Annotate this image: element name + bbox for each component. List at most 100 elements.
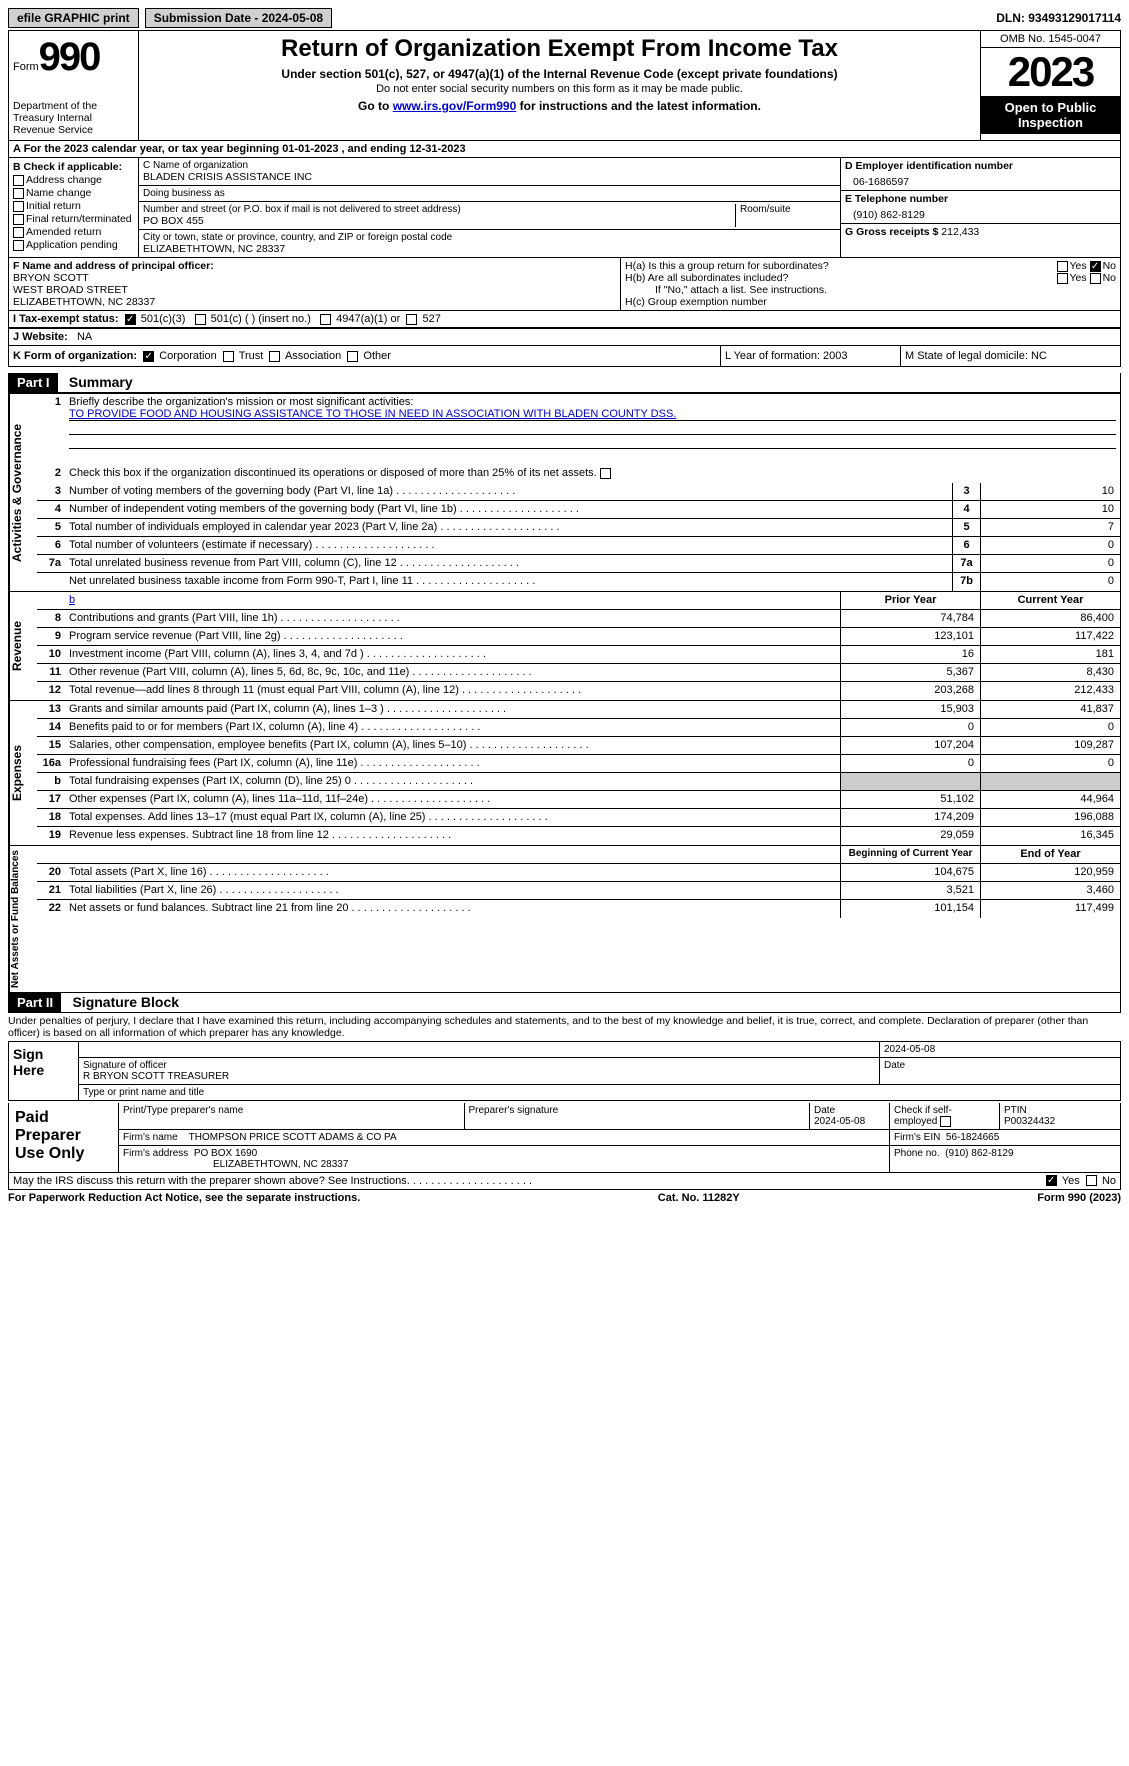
part1-title: Summary [61, 374, 133, 390]
cb-corp[interactable] [143, 351, 154, 362]
part2-header: Part II [9, 993, 61, 1012]
cb-4947[interactable] [320, 314, 331, 325]
cb-self-employed[interactable] [940, 1116, 951, 1127]
city-value: ELIZABETHTOWN, NC 28337 [143, 243, 836, 255]
ha-no: No [1103, 260, 1116, 272]
form-word: Form [13, 61, 39, 73]
row-j-label: J Website: [13, 331, 68, 343]
footer-left: For Paperwork Reduction Act Notice, see … [8, 1192, 360, 1204]
table-row: 14Benefits paid to or for members (Part … [37, 719, 1120, 737]
ptin-value: P00324432 [1004, 1116, 1055, 1127]
state-domicile: M State of legal domicile: NC [900, 346, 1120, 366]
officer-name: BRYON SCOTT [13, 272, 616, 284]
hb-note: If "No," attach a list. See instructions… [625, 284, 1116, 296]
cb-q2[interactable] [600, 468, 611, 479]
opt-initial-return: Initial return [26, 200, 81, 212]
phone-value: (910) 862-8129 [845, 205, 1116, 221]
opt-501c: 501(c) ( ) (insert no.) [211, 313, 311, 325]
efile-print-button[interactable]: efile GRAPHIC print [8, 8, 139, 28]
cb-ha-yes[interactable] [1057, 261, 1068, 272]
row-i-label: I Tax-exempt status: [13, 313, 119, 325]
table-row: 20Total assets (Part X, line 16)104,6751… [37, 864, 1120, 882]
cb-501c3[interactable] [125, 314, 136, 325]
prep-date-label: Date [814, 1105, 835, 1116]
sig-declaration: Under penalties of perjury, I declare th… [8, 1015, 1121, 1039]
cb-discuss-yes[interactable] [1046, 1175, 1057, 1186]
link-pre: Go to [358, 99, 393, 113]
hc-label: H(c) Group exemption number [625, 296, 1116, 308]
prep-sig-label: Preparer's signature [465, 1103, 811, 1129]
cb-app-pending[interactable] [13, 240, 24, 251]
firm-ein-label: Firm's EIN [894, 1132, 940, 1143]
firm-phone-label: Phone no. [894, 1148, 940, 1159]
form-title: Return of Organization Exempt From Incom… [143, 35, 976, 63]
summary-line: Net unrelated business taxable income fr… [37, 573, 1120, 591]
submission-date-button[interactable]: Submission Date - 2024-05-08 [145, 8, 332, 28]
footer-mid: Cat. No. 11282Y [658, 1192, 740, 1204]
sig-date-val: 2024-05-08 [880, 1042, 1120, 1057]
cb-hb-yes[interactable] [1057, 273, 1068, 284]
opt-corp: Corporation [159, 350, 216, 362]
addr-value: PO BOX 455 [143, 215, 735, 227]
table-row: 15Salaries, other compensation, employee… [37, 737, 1120, 755]
cb-assoc[interactable] [269, 351, 280, 362]
table-row: 11Other revenue (Part VIII, column (A), … [37, 664, 1120, 682]
prep-date-val: 2024-05-08 [814, 1116, 865, 1127]
opt-app-pending: Application pending [26, 239, 118, 251]
summary-line: 3Number of voting members of the governi… [37, 483, 1120, 501]
cb-hb-no[interactable] [1090, 273, 1101, 284]
firm-ein-value: 56-1824665 [946, 1132, 999, 1143]
open-public-badge: Open to Public Inspection [981, 96, 1120, 134]
cb-501c[interactable] [195, 314, 206, 325]
table-row: 9Program service revenue (Part VIII, lin… [37, 628, 1120, 646]
table-row: 17Other expenses (Part IX, column (A), l… [37, 791, 1120, 809]
form-header: Form990 Department of the Treasury Inter… [8, 30, 1121, 141]
firm-name-label: Firm's name [123, 1132, 178, 1143]
hdr-curr: Current Year [980, 592, 1120, 609]
table-row: 8Contributions and grants (Part VIII, li… [37, 610, 1120, 628]
org-name: BLADEN CRISIS ASSISTANCE INC [143, 171, 836, 183]
opt-4947: 4947(a)(1) or [336, 313, 400, 325]
cb-final-return[interactable] [13, 214, 24, 225]
gross-receipts-value: 212,433 [941, 226, 979, 238]
cb-initial-return[interactable] [13, 201, 24, 212]
form-number: 990 [39, 35, 100, 79]
cb-trust[interactable] [223, 351, 234, 362]
ssn-warning: Do not enter social security numbers on … [143, 83, 976, 95]
cb-name-change[interactable] [13, 188, 24, 199]
website-value: NA [77, 331, 92, 343]
opt-527: 527 [422, 313, 440, 325]
prep-name-label: Print/Type preparer's name [119, 1103, 465, 1129]
ha-yes: Yes [1070, 260, 1087, 272]
dba-label: Doing business as [143, 188, 836, 199]
hdr-prior: Prior Year [840, 592, 980, 609]
opt-other: Other [363, 350, 391, 362]
firm-addr-label: Firm's address [123, 1148, 188, 1159]
firm-addr1: PO BOX 1690 [194, 1148, 257, 1159]
table-row: 13Grants and similar amounts paid (Part … [37, 701, 1120, 719]
top-bar: efile GRAPHIC print Submission Date - 20… [8, 8, 1121, 28]
table-row: 21Total liabilities (Part X, line 26)3,5… [37, 882, 1120, 900]
cb-ha-no[interactable] [1090, 261, 1101, 272]
firm-phone-value: (910) 862-8129 [945, 1148, 1013, 1159]
cb-527[interactable] [406, 314, 417, 325]
table-row: 10Investment income (Part VIII, column (… [37, 646, 1120, 664]
cb-amended-return[interactable] [13, 227, 24, 238]
hb-label: H(b) Are all subordinates included? [625, 272, 1057, 284]
cb-address-change[interactable] [13, 175, 24, 186]
side-activities: Activities & Governance [9, 394, 37, 591]
hdr-end: End of Year [980, 846, 1120, 863]
summary-line: 7aTotal unrelated business revenue from … [37, 555, 1120, 573]
q2-text: Check this box if the organization disco… [65, 465, 1120, 483]
cb-discuss-no[interactable] [1086, 1175, 1097, 1186]
paid-preparer-label: Paid Preparer Use Only [9, 1103, 119, 1172]
box-b-checkboxes: B Check if applicable: Address change Na… [9, 158, 139, 257]
irs-link[interactable]: www.irs.gov/Form990 [393, 99, 517, 113]
hb-no: No [1103, 272, 1116, 284]
date-label: Date [880, 1058, 1120, 1084]
name-title-label: Type or print name and title [79, 1085, 1120, 1100]
opt-trust: Trust [239, 350, 264, 362]
ha-label: H(a) Is this a group return for subordin… [625, 260, 1057, 272]
cb-other[interactable] [347, 351, 358, 362]
discuss-yes: Yes [1062, 1175, 1080, 1187]
